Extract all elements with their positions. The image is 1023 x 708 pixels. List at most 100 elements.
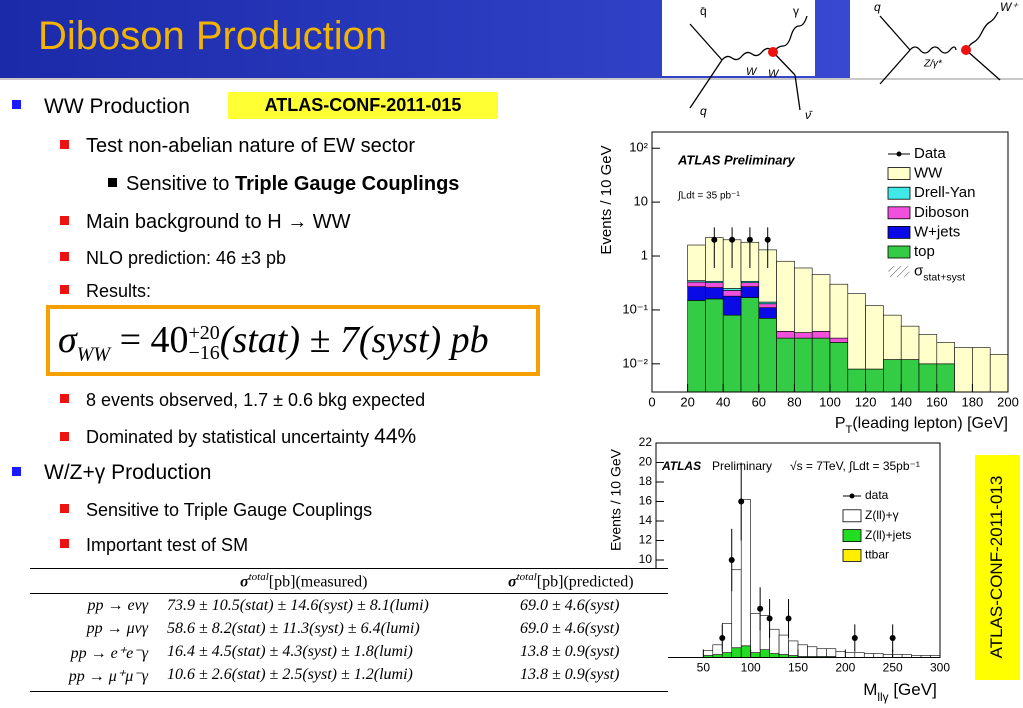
x-axis-label: PT(leading lepton) [GeV] — [835, 415, 1008, 436]
side-reference-text: ATLAS-CONF-2011-013 — [987, 475, 1006, 659]
table-cell: 13.8 ± 0.9(syst) — [520, 666, 620, 683]
histogram-bar — [865, 368, 884, 393]
data-point — [766, 615, 773, 622]
histogram-bar — [769, 653, 780, 658]
x-tick-label: 180 — [962, 394, 984, 409]
side-reference: ATLAS-CONF-2011-013 — [975, 455, 1020, 680]
x-tick-label: 20 — [680, 394, 694, 409]
header-rule — [0, 78, 1023, 80]
data-point — [851, 635, 858, 641]
histogram-bar — [794, 337, 813, 393]
histogram-bar — [972, 347, 991, 393]
histogram-bar — [740, 286, 760, 298]
bullet-line: Sensitive to Triple Gauge Couplings — [126, 172, 459, 196]
histogram-bar — [712, 644, 723, 655]
data-point — [764, 236, 771, 243]
legend-swatch — [896, 151, 902, 157]
histogram-bar — [847, 293, 866, 370]
x-axis-label: Mllγ [GeV] — [863, 680, 937, 704]
histogram-bar — [811, 274, 831, 332]
histogram-bar — [829, 342, 849, 393]
formula-errors: +20 −16 — [189, 323, 220, 363]
diagram-label: ν̄ — [805, 108, 813, 122]
histogram-bar — [826, 648, 837, 657]
histogram-bar — [758, 307, 777, 319]
y-tick-label: 18 — [639, 474, 653, 488]
legend-swatch — [842, 529, 862, 542]
table-cell: 73.9 ± 10.5(stat) ± 14.6(syst) ± 8.1(lum… — [167, 597, 429, 614]
histogram-bar — [829, 337, 849, 343]
histogram-bar — [778, 634, 789, 655]
y-tick-label: 10² — [629, 140, 648, 155]
header-unit: [pb](predicted) — [536, 573, 634, 591]
label-part: stat+syst — [923, 271, 965, 283]
bullet-text: WW Production — [44, 95, 190, 118]
formula-subscript: WW — [76, 343, 111, 366]
legend-label: ttbar — [865, 548, 889, 562]
label-part: P — [835, 415, 846, 432]
bullet-marker — [60, 504, 69, 513]
histogram-bar — [936, 363, 955, 393]
table-header: σtotal[pb](measured) — [240, 571, 367, 591]
table-rule — [30, 593, 668, 594]
table-cell: pp → μνγ — [86, 620, 148, 637]
histogram-bar — [703, 650, 714, 656]
bullet-text: Sensitive to Triple Gauge Couplings — [86, 500, 373, 520]
legend-label: data — [865, 488, 889, 502]
histogram-bar — [750, 613, 761, 653]
label-part: (leading lepton) [GeV] — [852, 415, 1008, 432]
table-cell: 10.6 ± 2.6(stat) ± 2.5(syst) ± 1.2(lumi) — [167, 666, 413, 683]
data-point — [738, 498, 745, 505]
x-tick-label: 200 — [835, 661, 855, 675]
table-cell: 69.0 ± 4.6(syst) — [520, 597, 620, 614]
histogram-bar — [807, 646, 818, 657]
histogram-bar — [769, 628, 780, 654]
table-cell: 16.4 ± 4.5(stat) ± 4.3(syst) ± 1.8(lumi) — [167, 643, 413, 660]
legend-swatch — [887, 225, 911, 239]
histogram-bar — [900, 325, 920, 360]
histogram-bar — [865, 305, 884, 370]
diagram-label: q — [874, 0, 881, 14]
x-tick-label: 0 — [648, 394, 655, 409]
formula-value: 40 — [150, 319, 189, 361]
histogram-bar — [705, 282, 724, 288]
y-tick-label: 16 — [639, 494, 653, 508]
x-tick-label: 60 — [752, 394, 766, 409]
y-axis-label: Events / 10 GeV — [608, 448, 624, 551]
table-cell: pp → e⁺e⁻γ — [70, 645, 148, 662]
formula-equals: = — [119, 319, 142, 361]
legend-swatch — [887, 265, 911, 279]
legend-swatch — [887, 245, 911, 259]
histogram-bar — [750, 652, 761, 658]
legend-label: WW — [914, 165, 943, 182]
bullet-text: NLO prediction: 46 ±3 pb — [86, 248, 286, 268]
histogram-bar — [788, 640, 799, 656]
histogram-bar — [797, 644, 808, 657]
histogram-bar — [776, 337, 795, 393]
legend-swatch — [849, 493, 855, 499]
bullet-marker — [60, 252, 69, 261]
y-tick-label: 1 — [641, 247, 648, 262]
x-tick-label: 50 — [697, 661, 711, 675]
plot-frame — [656, 443, 940, 658]
x-tick-label: 140 — [890, 394, 912, 409]
x-tick-label: 160 — [926, 394, 948, 409]
header-sup: total — [248, 571, 269, 583]
histogram-bar — [918, 363, 938, 393]
diagram-panel — [662, 0, 815, 76]
diagram-label: W — [746, 66, 758, 78]
bullet-marker — [60, 216, 69, 225]
formula-symbol: σ — [58, 319, 77, 361]
diagram-label: q̄ — [700, 4, 707, 18]
annotation: ∫Ldt = 35 pb⁻¹ — [677, 191, 740, 202]
y-tick-label: 22 — [639, 435, 653, 449]
table-cell: 13.8 ± 0.9(syst) — [520, 643, 620, 660]
histogram-bar — [811, 337, 831, 393]
data-point — [711, 236, 718, 243]
histogram-bar — [740, 282, 760, 287]
result-formula: σWW = 40+20 −16(stat) ± 7(syst) pb — [46, 305, 540, 376]
data-point — [757, 605, 764, 612]
annotation: ATLAS — [661, 459, 701, 473]
y-axis-label: Events / 10 GeV — [598, 145, 615, 254]
